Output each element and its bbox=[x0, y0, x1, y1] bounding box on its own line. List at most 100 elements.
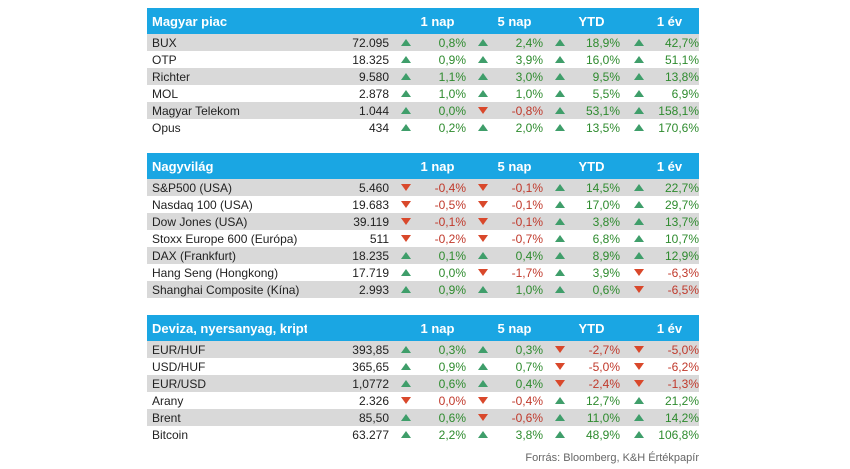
change-value: 2,2% bbox=[438, 427, 466, 442]
instrument-name: OTP bbox=[152, 52, 177, 67]
up-triangle-icon bbox=[478, 431, 488, 438]
up-triangle-icon bbox=[555, 107, 565, 114]
change-cell: 0,1% bbox=[389, 249, 466, 263]
change-cell: 1,0% bbox=[389, 87, 466, 101]
change-cell: 3,8% bbox=[466, 428, 543, 442]
change-value: -0,1% bbox=[434, 214, 466, 229]
column-header: YTD bbox=[578, 320, 605, 336]
up-triangle-icon bbox=[401, 286, 411, 293]
up-triangle-icon bbox=[401, 363, 411, 370]
change-cell: 29,7% bbox=[620, 198, 699, 212]
down-triangle-icon bbox=[478, 397, 488, 404]
change-value: 13,7% bbox=[664, 214, 699, 229]
change-cell: -0,5% bbox=[389, 198, 466, 212]
up-triangle-icon bbox=[555, 431, 565, 438]
change-value: -1,3% bbox=[667, 376, 699, 391]
section-header: Magyar piac 1 nap 5 nap YTD 1 év bbox=[147, 8, 699, 34]
down-triangle-icon bbox=[634, 380, 644, 387]
change-cell: -0,4% bbox=[466, 394, 543, 408]
up-triangle-icon bbox=[401, 73, 411, 80]
up-triangle-icon bbox=[555, 286, 565, 293]
up-triangle-icon bbox=[634, 414, 644, 421]
change-cell: 10,7% bbox=[620, 232, 699, 246]
change-cell: 6,9% bbox=[620, 87, 699, 101]
change-value: 3,9% bbox=[592, 265, 620, 280]
instrument-value: 1,0772 bbox=[352, 376, 389, 391]
column-header: 5 nap bbox=[497, 158, 532, 174]
change-cell: 158,1% bbox=[620, 104, 699, 118]
instrument-value: 434 bbox=[368, 120, 389, 135]
change-cell: 13,5% bbox=[543, 121, 620, 135]
table-row: DAX (Frankfurt) 18.235 0,1% 0,4% 8,9% 12,9% bbox=[147, 247, 699, 264]
up-triangle-icon bbox=[478, 73, 488, 80]
change-cell: 0,4% bbox=[466, 249, 543, 263]
table-row: Stoxx Europe 600 (Európa) 511 -0,2% -0,7% 6,… bbox=[147, 230, 699, 247]
change-cell: 3,8% bbox=[543, 215, 620, 229]
table-row: MOL 2.878 1,0% 1,0% 5,5% 6,9% bbox=[147, 85, 699, 102]
down-triangle-icon bbox=[634, 363, 644, 370]
up-triangle-icon bbox=[555, 184, 565, 191]
table-row: Richter 9.580 1,1% 3,0% 9,5% 13,8% bbox=[147, 68, 699, 85]
down-triangle-icon bbox=[555, 363, 565, 370]
change-value: 14,2% bbox=[664, 410, 699, 425]
change-cell: 9,5% bbox=[543, 70, 620, 84]
up-triangle-icon bbox=[555, 218, 565, 225]
change-value: -0,6% bbox=[511, 410, 543, 425]
table-row: BUX 72.095 0,8% 2,4% 18,9% 42,7% bbox=[147, 34, 699, 51]
down-triangle-icon bbox=[401, 218, 411, 225]
change-value: 0,9% bbox=[438, 282, 466, 297]
section-title: Nagyvilág bbox=[152, 158, 214, 174]
down-triangle-icon bbox=[555, 346, 565, 353]
change-cell: -6,5% bbox=[620, 283, 699, 297]
instrument-value: 2.878 bbox=[358, 86, 389, 101]
down-triangle-icon bbox=[634, 346, 644, 353]
change-cell: 21,2% bbox=[620, 394, 699, 408]
table-row: Hang Seng (Hongkong) 17.719 0,0% -1,7% 3,9% -… bbox=[147, 264, 699, 281]
down-triangle-icon bbox=[478, 184, 488, 191]
change-cell: -0,1% bbox=[389, 215, 466, 229]
change-cell: -0,1% bbox=[466, 215, 543, 229]
instrument-value: 365,65 bbox=[352, 359, 389, 374]
table-row: Shanghai Composite (Kína) 2.993 0,9% 1,0% 0,… bbox=[147, 281, 699, 298]
change-value: -5,0% bbox=[667, 342, 699, 357]
change-cell: 0,6% bbox=[543, 283, 620, 297]
up-triangle-icon bbox=[634, 56, 644, 63]
change-value: -5,0% bbox=[588, 359, 620, 374]
change-value: 0,9% bbox=[438, 52, 466, 67]
change-value: 22,7% bbox=[664, 180, 699, 195]
change-cell: 17,0% bbox=[543, 198, 620, 212]
change-cell: -1,3% bbox=[620, 377, 699, 391]
change-value: 0,4% bbox=[515, 248, 543, 263]
change-cell: 22,7% bbox=[620, 181, 699, 195]
down-triangle-icon bbox=[478, 107, 488, 114]
change-value: 12,9% bbox=[664, 248, 699, 263]
change-value: 170,6% bbox=[658, 120, 699, 135]
up-triangle-icon bbox=[634, 124, 644, 131]
up-triangle-icon bbox=[634, 397, 644, 404]
column-header: 5 nap bbox=[497, 13, 532, 29]
up-triangle-icon bbox=[634, 252, 644, 259]
up-triangle-icon bbox=[634, 90, 644, 97]
instrument-name: USD/HUF bbox=[152, 359, 206, 374]
column-header: 1 nap bbox=[420, 320, 455, 336]
instrument-value: 18.325 bbox=[352, 52, 389, 67]
change-cell: 0,7% bbox=[466, 360, 543, 374]
up-triangle-icon bbox=[555, 39, 565, 46]
change-cell: -6,2% bbox=[620, 360, 699, 374]
table-row: EUR/USD 1,0772 0,6% 0,4% -2,4% -1,3% bbox=[147, 375, 699, 392]
change-value: 0,3% bbox=[515, 342, 543, 357]
change-cell: 3,9% bbox=[466, 53, 543, 67]
change-value: 158,1% bbox=[658, 103, 699, 118]
change-cell: 0,0% bbox=[389, 394, 466, 408]
change-cell: 51,1% bbox=[620, 53, 699, 67]
table-row: S&P500 (USA) 5.460 -0,4% -0,1% 14,5% 22,7% bbox=[147, 179, 699, 196]
up-triangle-icon bbox=[634, 184, 644, 191]
change-cell: 0,3% bbox=[466, 343, 543, 357]
up-triangle-icon bbox=[555, 201, 565, 208]
change-value: 0,6% bbox=[438, 410, 466, 425]
change-value: 0,4% bbox=[515, 376, 543, 391]
change-cell: 0,9% bbox=[389, 283, 466, 297]
change-value: 2,0% bbox=[515, 120, 543, 135]
change-cell: 2,0% bbox=[466, 121, 543, 135]
down-triangle-icon bbox=[478, 201, 488, 208]
